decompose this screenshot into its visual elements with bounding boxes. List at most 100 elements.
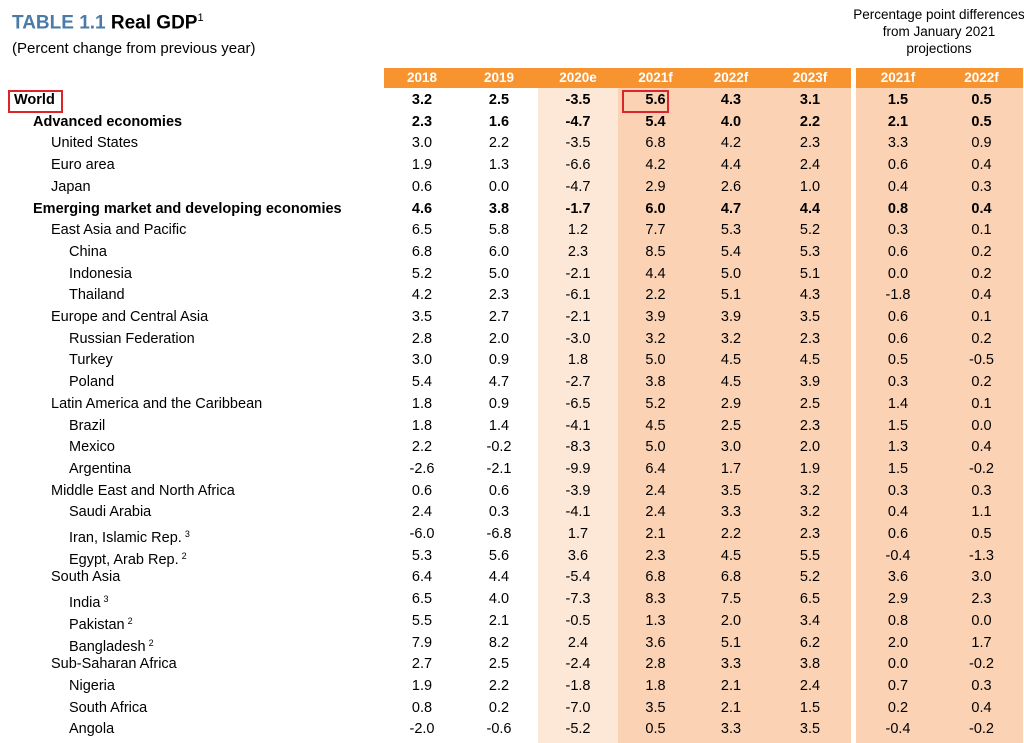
value-cell: 2.2 [720,526,742,542]
value-cell: 0.9 [488,395,510,412]
value-cell: -2.0 [409,721,435,738]
value-cell: 5.1 [720,634,742,651]
value-cell: 2.9 [720,395,742,412]
value-cell: 5.8 [488,222,510,239]
footnote-marker: 2 [127,615,133,626]
value-cell: -6.5 [565,395,591,412]
value-cell: 5.6 [488,547,510,564]
table-row: South Africa 0.8 0.2 -7.0 3.5 2.1 1.5 0.2 0.4 [0,698,1024,720]
diff-cell: 0.3 [971,178,992,195]
value-cell: 3.8 [488,200,510,217]
diff-cell: 2.9 [887,591,909,608]
row-label: Poland [69,372,114,394]
row-label-text: Thailand [69,287,125,304]
row-label: Middle East and North Africa [51,481,235,503]
value-cell: -2.1 [565,265,591,282]
diff-cell: -0.2 [969,721,994,738]
diff-cell: 2.3 [971,591,992,608]
value-cell: 1.5 [799,699,821,716]
diff-columns-shading [856,88,1023,743]
value-cell: -1.7 [565,200,591,217]
value-cell: 6.5 [799,591,821,608]
diff-cell: 2.1 [887,113,909,130]
value-cell: 6.0 [645,200,666,217]
column-header: 2023f [792,70,828,85]
value-cell: 4.3 [720,92,742,108]
diff-cell: 3.3 [887,135,909,152]
diff-header-bar [856,68,1023,88]
diff-cell: 0.1 [971,395,992,412]
table-row: Pakistan 2 5.5 2.1 -0.5 1.3 2.0 3.4 0.8 0.0 [0,611,1024,633]
diff-cell: 0.3 [971,482,992,499]
value-cell: 5.3 [720,222,742,239]
value-cell: 6.8 [720,569,742,586]
value-cell: -5.4 [565,569,591,586]
value-cell: 5.2 [411,265,433,282]
table-row: Saudi Arabia 2.4 0.3 -4.1 2.4 3.3 3.2 0.4 1.1 [0,502,1024,524]
diff-cell: 0.4 [971,699,992,716]
value-cell: 3.0 [411,135,433,152]
row-label: Emerging market and developing economies [33,199,342,221]
value-cell: -9.9 [565,460,591,477]
table-row: Advanced economies 2.3 1.6 -4.7 5.4 4.0 2.2 2.1… [0,112,1024,134]
row-label-text: Advanced economies [33,113,183,130]
value-cell: 2.6 [720,178,742,195]
value-cell: 2.4 [411,504,433,521]
row-label-text: World [14,92,55,108]
value-cell: 2.3 [567,243,589,260]
row-label: India 3 [69,589,108,615]
value-cell: 3.1 [799,92,821,108]
value-cell: 2.5 [488,92,510,108]
row-label-text: South Africa [69,699,148,716]
value-cell: 1.8 [567,352,589,369]
diff-cell: 0.2 [971,243,992,260]
row-label-text: United States [51,135,139,152]
diff-cell: 3.0 [971,569,992,586]
value-cell: 2.8 [411,330,433,347]
row-label: Turkey [69,350,113,372]
value-cell: -3.9 [565,482,591,499]
row-label-text: India [69,595,101,612]
value-cell: 1.7 [567,526,589,542]
value-cell: 1.6 [488,113,510,130]
row-label: United States [51,133,138,155]
table-title: TABLE 1.1 Real GDP1 [12,12,204,34]
value-cell: 2.4 [799,677,821,694]
value-cell: 2.1 [720,699,742,716]
table-row: Argentina -2.6 -2.1 -9.9 6.4 1.7 1.9 1.5 -0.2 [0,459,1024,481]
value-cell: -7.0 [565,699,591,716]
row-label: Japan [51,177,91,199]
value-cell: -4.1 [565,504,591,521]
value-cell: -0.5 [565,612,591,629]
forecast-columns-shading [618,88,851,743]
diff-cell: 0.5 [971,526,992,542]
diff-cell: 0.4 [887,504,909,521]
diff-cell: 1.5 [887,92,909,108]
value-cell: 1.8 [411,417,433,434]
value-cell: 2.3 [799,330,821,347]
diff-cell: 0.9 [971,135,992,152]
table-row: Sub-Saharan Africa 2.7 2.5 -2.4 2.8 3.3 3.8 0.0… [0,654,1024,676]
diff-cell: -0.2 [969,656,994,673]
table-subtitle: (Percent change from previous year) [12,40,256,57]
row-label-text: Europe and Central Asia [51,309,209,325]
table-number: TABLE 1.1 [12,12,106,34]
value-cell: 1.3 [488,157,510,174]
diff-cell: 1.4 [887,395,909,412]
diff-cell: -0.4 [885,547,911,564]
table-row: Euro area 1.9 1.3 -6.6 4.2 4.4 2.4 0.6 0.4 [0,155,1024,177]
row-label-text: Saudi Arabia [69,504,152,521]
value-cell: 3.9 [720,309,742,325]
table-row: Mexico 2.2 -0.2 -8.3 5.0 3.0 2.0 1.3 0.4 [0,437,1024,459]
table-row: Emerging market and developing economies… [0,199,1024,221]
value-cell: 2.1 [645,526,666,542]
value-cell: 1.8 [645,677,666,694]
column-header: 2020e [559,70,597,85]
table-row: South Asia 6.4 4.4 -5.4 6.8 6.8 5.2 3.6 3.0 [0,567,1024,589]
value-cell: 5.4 [645,113,666,130]
diff-column-note: Percentage point differences from Januar… [853,7,1024,56]
diff-cell: 0.4 [971,439,992,456]
diff-cell: 1.7 [971,634,992,651]
row-label: Bangladesh 2 [69,633,154,659]
value-cell: 3.2 [411,92,433,108]
